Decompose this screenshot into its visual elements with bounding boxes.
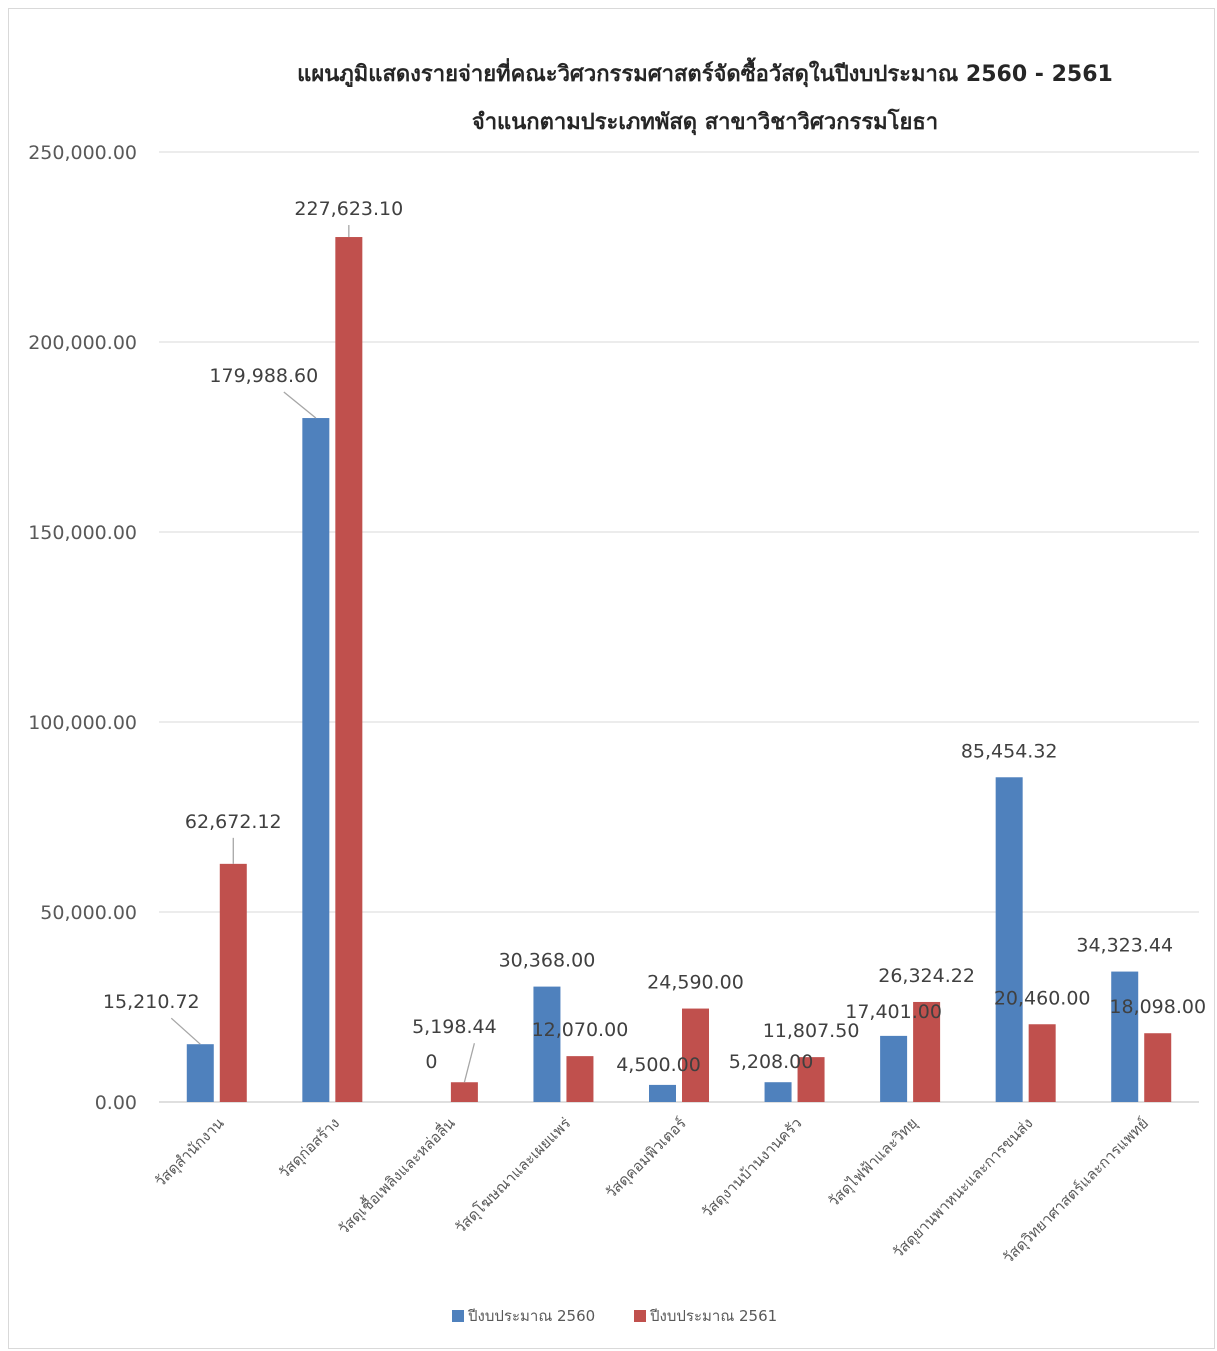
x-tick-label: วัสดุงานบ้านงานครัว xyxy=(698,1114,806,1222)
bar-2561 xyxy=(219,863,247,1102)
bar-2561 xyxy=(797,1057,825,1102)
data-label: 24,590.00 xyxy=(647,972,744,994)
y-tick-label: 200,000.00 xyxy=(28,332,137,354)
bar-2560 xyxy=(880,1035,908,1102)
bar-2560 xyxy=(1111,971,1139,1102)
y-tick-label: 0.00 xyxy=(95,1092,137,1114)
bar-2561 xyxy=(1144,1033,1172,1102)
x-tick-label: วัสดุก่อสร้าง xyxy=(275,1114,344,1183)
legend-swatch xyxy=(634,1310,646,1322)
bar-2560 xyxy=(995,777,1023,1102)
data-label: 12,070.00 xyxy=(532,1019,629,1041)
y-tick-label: 250,000.00 xyxy=(28,142,137,164)
data-label: 17,401.00 xyxy=(845,1001,942,1023)
y-tick-label: 100,000.00 xyxy=(28,712,137,734)
x-tick-label: วัสดุโฆษณาและเผยแพร่ xyxy=(451,1114,575,1238)
data-label: 85,454.32 xyxy=(961,740,1058,762)
data-label: 11,807.50 xyxy=(763,1020,860,1042)
bar-2560 xyxy=(764,1082,792,1102)
data-label: 34,323.44 xyxy=(1076,935,1173,957)
data-label: 4,500.00 xyxy=(616,1054,701,1076)
chart-subtitle: จำแนกตามประเภทพัสดุ สาขาวิชาวิศวกรรมโยธา xyxy=(472,108,938,136)
leader-line xyxy=(170,1017,201,1045)
bar-2561 xyxy=(566,1056,594,1102)
data-labels: 15,210.72 62,672.12 179,988.60 227,623.10 0 5… xyxy=(103,198,1206,1076)
data-label: 30,368.00 xyxy=(499,950,596,972)
bars xyxy=(186,237,1172,1102)
gridlines xyxy=(159,151,1199,1103)
leader-line xyxy=(463,1043,476,1083)
bar-2560 xyxy=(302,418,330,1102)
chart-frame: 15,210.72 62,672.12 179,988.60 227,623.10 0 5… xyxy=(8,8,1215,1349)
bar-2561 xyxy=(913,1001,941,1102)
data-label: 62,672.12 xyxy=(185,811,282,833)
legend-swatch xyxy=(452,1310,464,1322)
legend: ปีงบประมาณ 2560 ปีงบประมาณ 2561 xyxy=(452,1307,777,1325)
bar-2560 xyxy=(186,1044,214,1102)
legend-label: ปีงบประมาณ 2561 xyxy=(649,1307,777,1325)
data-label: 20,460.00 xyxy=(994,987,1091,1009)
bar-2560 xyxy=(533,986,561,1102)
x-tick-label: วัสดุไฟฟ้าและวิทยุ xyxy=(824,1114,921,1211)
x-axis-ticks: วัสดุสำนักงาน วัสดุก่อสร้างวัสดุเชื้อเพลิ… xyxy=(151,1113,1153,1268)
x-tick-label: วัสดุคอมพิวเตอร์ xyxy=(602,1114,691,1203)
data-label: 15,210.72 xyxy=(103,991,200,1013)
x-tick-label: วัสดุสำนักงาน xyxy=(151,1114,228,1191)
data-label: 5,208.00 xyxy=(729,1051,814,1073)
y-tick-label: 150,000.00 xyxy=(28,522,137,544)
bar-2561 xyxy=(1028,1024,1056,1102)
bar-2561 xyxy=(450,1082,478,1102)
bar-2560 xyxy=(649,1084,676,1102)
data-label: 0 xyxy=(425,1051,437,1073)
y-tick-label: 50,000.00 xyxy=(40,902,137,924)
x-tick-label: วัสดุเชื้อเพลิงและหล่อลื่น xyxy=(333,1113,459,1239)
data-label: 5,198.44 xyxy=(412,1016,497,1038)
chart-title: แผนภูมิแสดงรายจ่ายที่คณะวิศวกรรมศาสตร์จั… xyxy=(297,57,1113,88)
bar-2561 xyxy=(682,1008,709,1102)
data-label: 227,623.10 xyxy=(294,198,403,220)
y-axis-ticks: 0.00 50,000.00 100,000.00 150,000.00 200,000… xyxy=(28,142,137,1114)
bar-2561 xyxy=(335,237,363,1102)
data-label: 179,988.60 xyxy=(209,365,318,387)
leader-line xyxy=(283,391,317,419)
data-label: 18,098.00 xyxy=(1109,996,1206,1018)
data-label: 26,324.22 xyxy=(878,965,975,987)
bar-chart: 15,210.72 62,672.12 179,988.60 227,623.10 0 5… xyxy=(28,57,1206,1325)
legend-label: ปีงบประมาณ 2560 xyxy=(467,1307,595,1325)
leader-lines xyxy=(170,225,476,1083)
